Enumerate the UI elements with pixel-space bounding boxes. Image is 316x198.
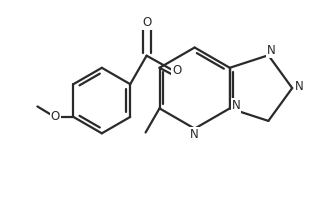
Text: N: N [267, 44, 276, 57]
Text: N: N [232, 99, 240, 112]
Text: N: N [295, 80, 303, 93]
Text: O: O [51, 110, 60, 123]
Text: N: N [190, 128, 199, 141]
Text: O: O [142, 16, 151, 29]
Text: O: O [172, 64, 181, 77]
